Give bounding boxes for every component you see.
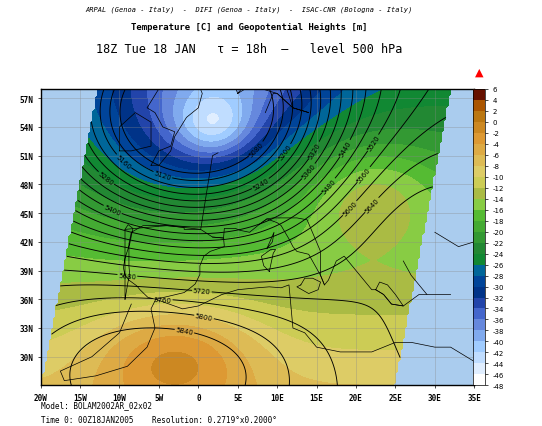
Text: 5520: 5520: [366, 135, 380, 153]
Text: 5080: 5080: [248, 141, 264, 158]
Text: 18Z Tue 18 JAN   τ = 18h  –   level 500 hPa: 18Z Tue 18 JAN τ = 18h – level 500 hPa: [96, 43, 403, 55]
Text: 5600: 5600: [341, 200, 358, 217]
Text: ▲: ▲: [475, 68, 483, 78]
Text: 5760: 5760: [153, 296, 172, 303]
Text: Model: BOLAM2002AR_02x02: Model: BOLAM2002AR_02x02: [41, 400, 152, 409]
Text: 5400: 5400: [103, 204, 122, 216]
Text: 5720: 5720: [193, 288, 211, 295]
Text: Time 0: 00Z18JAN2005    Resolution: 0.2719°x0.2000°: Time 0: 00Z18JAN2005 Resolution: 0.2719°…: [41, 415, 276, 424]
Text: 5320: 5320: [307, 142, 321, 160]
Text: 5360: 5360: [301, 163, 317, 181]
Text: ARPAL (Genoa - Italy)  -  DIFI (Genoa - Italy)  -  ISAC-CNR (Bologna - Italy): ARPAL (Genoa - Italy) - DIFI (Genoa - It…: [86, 6, 413, 13]
Text: 5440: 5440: [338, 140, 352, 158]
Text: 5800: 5800: [195, 313, 214, 322]
Text: 5560: 5560: [356, 167, 372, 184]
Text: 5640: 5640: [364, 197, 380, 214]
Text: 5840: 5840: [175, 327, 193, 336]
Text: 5480: 5480: [320, 178, 337, 195]
Text: 5680: 5680: [118, 272, 137, 279]
Text: 5200: 5200: [278, 144, 293, 161]
Text: 5160: 5160: [115, 154, 132, 170]
Text: 5240: 5240: [251, 177, 270, 192]
Text: 5120: 5120: [153, 170, 172, 181]
Text: Temperature [C] and Geopotential Heights [m]: Temperature [C] and Geopotential Heights…: [131, 23, 367, 32]
Text: 5280: 5280: [97, 171, 115, 187]
